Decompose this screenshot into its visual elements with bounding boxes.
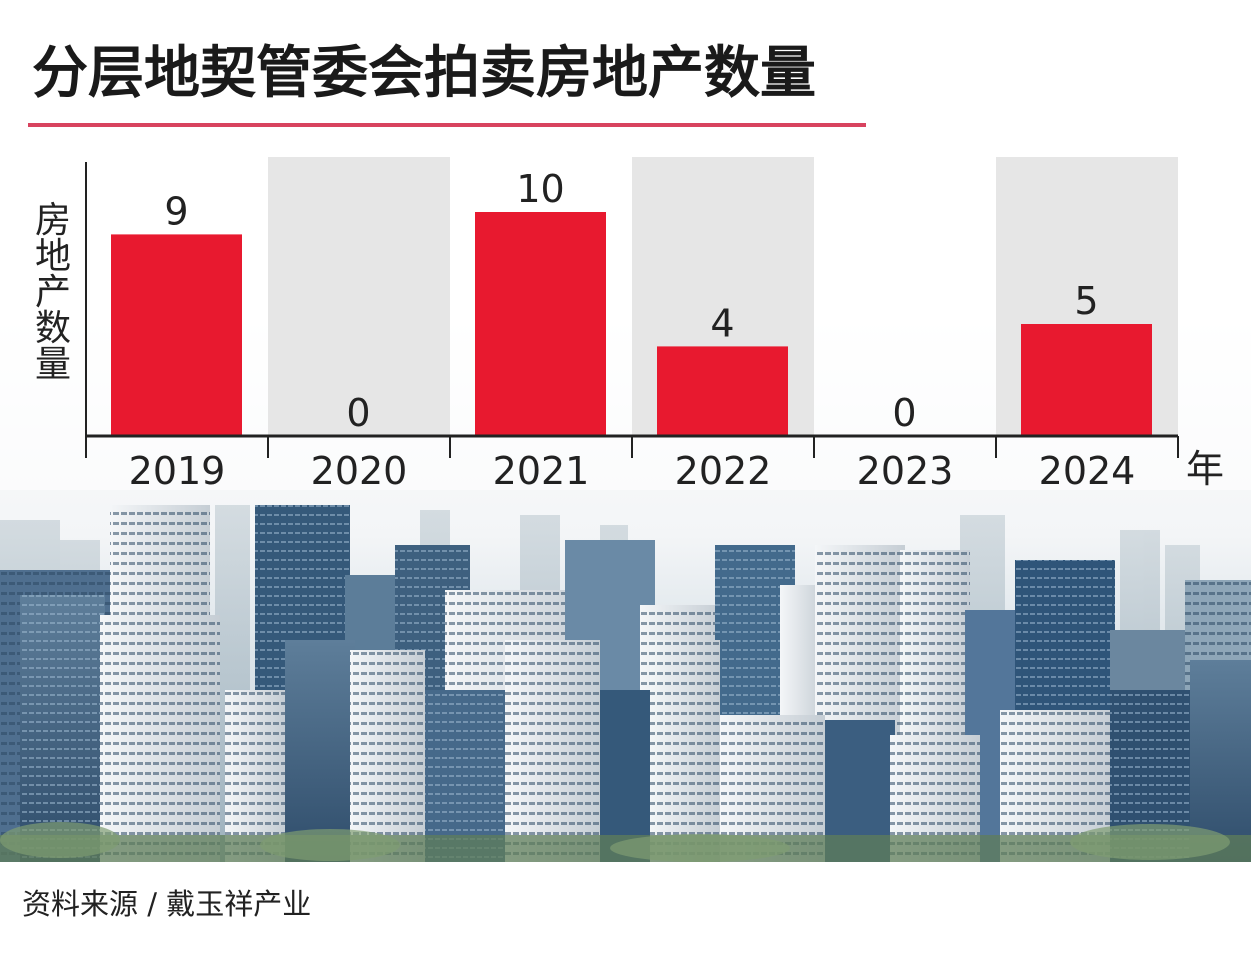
bar-2019 (111, 234, 242, 436)
bars (111, 212, 1152, 436)
data-label-2020: 0 (346, 391, 370, 435)
y-axis-label-char: 量 (35, 344, 71, 385)
x-axis (85, 162, 1179, 458)
data-label-2021: 10 (516, 167, 564, 211)
tick-label-2023: 2023 (857, 449, 954, 493)
source-credit: 资料来源 / 戴玉祥产业 (22, 887, 312, 921)
tick-label-2020: 2020 (311, 449, 408, 493)
y-axis-label-char: 产 (35, 272, 71, 313)
data-label-2024: 5 (1074, 279, 1098, 323)
data-labels: 9 0 10 4 0 5 (164, 167, 1098, 435)
category-band-2020 (268, 157, 450, 436)
tick-label-2024: 2024 (1039, 449, 1136, 493)
title-underline (28, 123, 866, 127)
chart-title: 分层地契管委会拍卖房地产数量 (32, 41, 816, 106)
tick-label-2021: 2021 (493, 449, 590, 493)
tick-label-2019: 2019 (129, 449, 226, 493)
x-tick-labels: 2019 2020 2021 2022 2023 2024 (129, 449, 1136, 493)
tick-label-2022: 2022 (675, 449, 772, 493)
y-axis-label-char: 数 (35, 308, 71, 349)
y-axis-label: 房地产数量 (35, 200, 71, 385)
x-axis-label: 年 (1186, 447, 1224, 491)
y-axis-label-char: 房 (35, 200, 71, 241)
bar-2022 (657, 346, 788, 436)
y-axis-label-char: 地 (35, 236, 71, 277)
bar-2021 (475, 212, 606, 436)
data-label-2022: 4 (710, 301, 734, 345)
bar-2024 (1021, 324, 1152, 436)
data-label-2023: 0 (892, 391, 916, 435)
data-label-2019: 9 (164, 189, 188, 233)
